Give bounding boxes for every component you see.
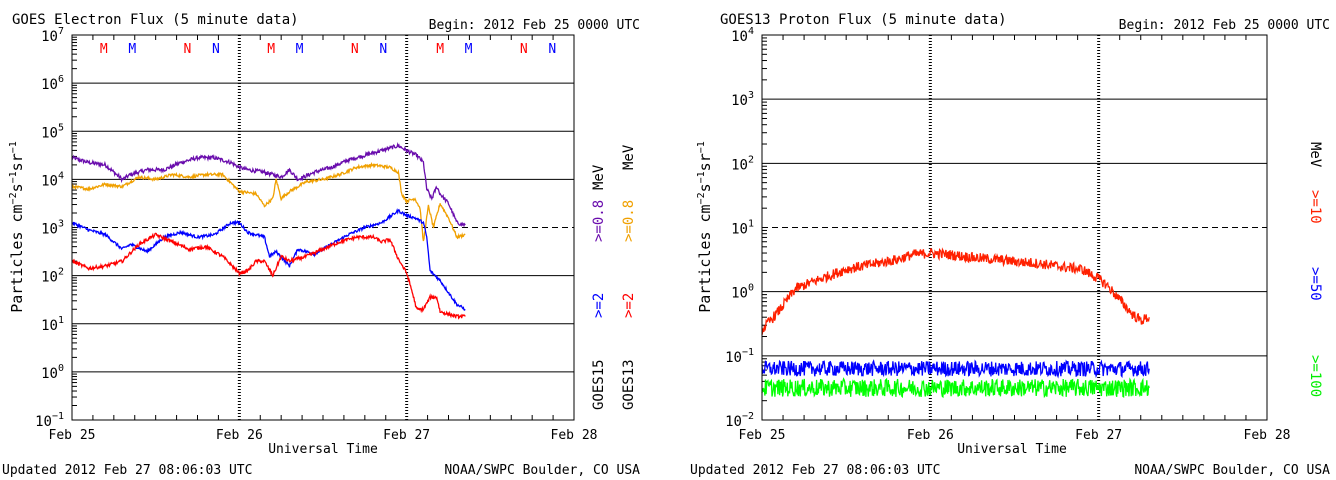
event-marker: N (351, 42, 359, 57)
event-marker: N (379, 42, 387, 57)
data-series (71, 141, 466, 320)
legend-goes15-high: >=0.8 (591, 200, 607, 242)
y-tick-label: 103 (731, 90, 754, 109)
series-line (761, 377, 1150, 399)
y-tick-label: 104 (41, 170, 64, 189)
legend-unit-b: MeV (621, 144, 637, 170)
chart-title: GOES Electron Flux (5 minute data) (12, 12, 299, 28)
y-tick-label: 10−2 (725, 411, 754, 430)
y-tick-label: 10−1 (35, 411, 64, 430)
chart-title: GOES13 Proton Flux (5 minute data) (720, 12, 1007, 28)
event-marker: M (296, 42, 304, 57)
legend-goes15-low: >=2 (591, 293, 607, 318)
series-line (71, 207, 466, 311)
y-tick-label: 107 (41, 26, 64, 45)
plot-frame (71, 34, 575, 421)
x-axis-label: Universal Time (957, 442, 1067, 457)
y-tick-labels: 104 103 102 101 100 10−1 10−2 (725, 26, 754, 430)
x-tick-label: Feb 26 (907, 428, 954, 443)
y-tick-label: 101 (731, 219, 754, 238)
footer-updated: Updated 2012 Feb 27 08:06:03 UTC (690, 463, 940, 478)
begin-label: Begin: 2012 Feb 25 0000 UTC (1119, 18, 1330, 33)
legend-goes13-high: >=0.8 (621, 200, 637, 242)
x-axis-label: Universal Time (268, 442, 378, 457)
y-axis-label: Particles cm−2s−1sr−1 (696, 141, 714, 313)
x-tick-label: Feb 25 (49, 428, 96, 443)
event-marker: M (465, 42, 473, 57)
y-tick-labels: 107 106 105 104 103 102 101 100 10−1 (35, 26, 64, 430)
grid-lines (762, 35, 1267, 420)
y-tick-label: 103 (41, 219, 64, 238)
event-marker: N (184, 42, 192, 57)
y-tick-label: 10−1 (725, 347, 754, 366)
series-line (71, 162, 466, 242)
legend-goes15: GOES15 (591, 359, 607, 410)
event-marker: M (128, 42, 136, 57)
x-tick-labels: Feb 25 Feb 26 Feb 27 Feb 28 (739, 428, 1291, 443)
legend-p100: >=100 (1307, 355, 1323, 397)
y-axis-label: Particles cm−2s−1sr−1 (8, 141, 26, 313)
electron-flux-panel: GOES Electron Flux (5 minute data) Begin… (2, 12, 640, 478)
y-tick-label: 100 (41, 363, 64, 382)
event-marker: M (436, 42, 444, 57)
plot-frame (761, 34, 1268, 421)
series-line (71, 141, 466, 228)
y-tick-label: 102 (41, 267, 64, 286)
legend-unit-a: MeV (591, 164, 607, 190)
x-tick-label: Feb 27 (383, 428, 430, 443)
legend-p10: >=10 (1307, 190, 1323, 224)
begin-label: Begin: 2012 Feb 25 0000 UTC (429, 18, 640, 33)
event-marker: M (267, 42, 275, 57)
series-line (761, 359, 1150, 379)
legend-unit: MeV (1307, 142, 1323, 168)
x-tick-labels: Feb 25 Feb 26 Feb 27 Feb 28 (49, 428, 598, 443)
x-tick-label: Feb 28 (1244, 428, 1291, 443)
series-line (71, 232, 466, 320)
data-series (761, 247, 1150, 399)
x-tick-label: Feb 28 (551, 428, 598, 443)
footer-source: NOAA/SWPC Boulder, CO USA (444, 463, 640, 478)
x-tick-label: Feb 25 (739, 428, 786, 443)
event-marker: N (520, 42, 528, 57)
y-tick-label: 105 (41, 122, 64, 141)
legend-goes13: GOES13 (621, 359, 637, 410)
legend-goes13-low: >=2 (621, 293, 637, 318)
footer-source: NOAA/SWPC Boulder, CO USA (1134, 463, 1330, 478)
series-line (761, 247, 1150, 336)
event-marker: N (548, 42, 556, 57)
event-marker: N (212, 42, 220, 57)
footer-updated: Updated 2012 Feb 27 08:06:03 UTC (2, 463, 252, 478)
proton-flux-panel: GOES13 Proton Flux (5 minute data) Begin… (690, 12, 1330, 478)
y-tick-label: 106 (41, 74, 64, 93)
x-tick-label: Feb 27 (1075, 428, 1122, 443)
y-tick-label: 104 (731, 26, 754, 45)
y-tick-label: 101 (41, 315, 64, 334)
event-marker: M (100, 42, 108, 57)
x-tick-label: Feb 26 (216, 428, 263, 443)
legend-p50: >=50 (1307, 267, 1323, 301)
y-tick-label: 100 (731, 283, 754, 302)
grid-lines (72, 35, 574, 420)
y-tick-label: 102 (731, 154, 754, 173)
